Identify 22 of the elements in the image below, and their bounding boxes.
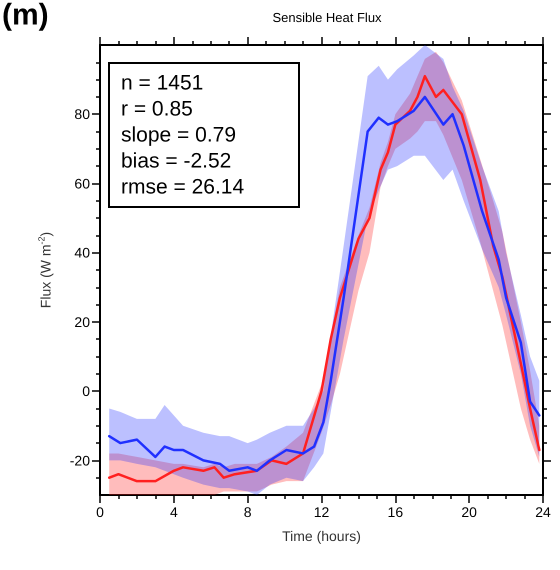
text: (m) xyxy=(2,0,49,32)
y-tick-label: 40 xyxy=(74,244,90,261)
x-tick-label: 24 xyxy=(535,504,551,520)
annotation: r = 0.85 xyxy=(121,98,193,120)
y-tick-label: 20 xyxy=(74,314,90,330)
y-tick-label: -20 xyxy=(70,452,90,468)
y-tick-label: 60 xyxy=(74,175,90,192)
x-tick-label: 0 xyxy=(96,504,104,520)
y-tick-label: 0 xyxy=(82,383,90,400)
y-axis-title: Flux (W m-2) xyxy=(36,232,54,308)
x-tick-label: 12 xyxy=(314,504,330,520)
x-tick-label: 8 xyxy=(244,504,252,520)
x-tick-label: 4 xyxy=(170,504,178,520)
x-axis-title: Time (hours) xyxy=(282,528,361,544)
annotation: n = 1451 xyxy=(121,72,204,94)
annotation: rmse = 26.14 xyxy=(121,176,244,198)
y-tick-label: 80 xyxy=(74,106,90,122)
x-tick-label: 20 xyxy=(461,504,478,520)
chart-title: Sensible Heat Flux xyxy=(272,10,382,25)
annotation: bias = -2.52 xyxy=(121,150,232,172)
annotation: slope = 0.79 xyxy=(121,124,236,146)
x-tick-label: 16 xyxy=(388,504,404,520)
